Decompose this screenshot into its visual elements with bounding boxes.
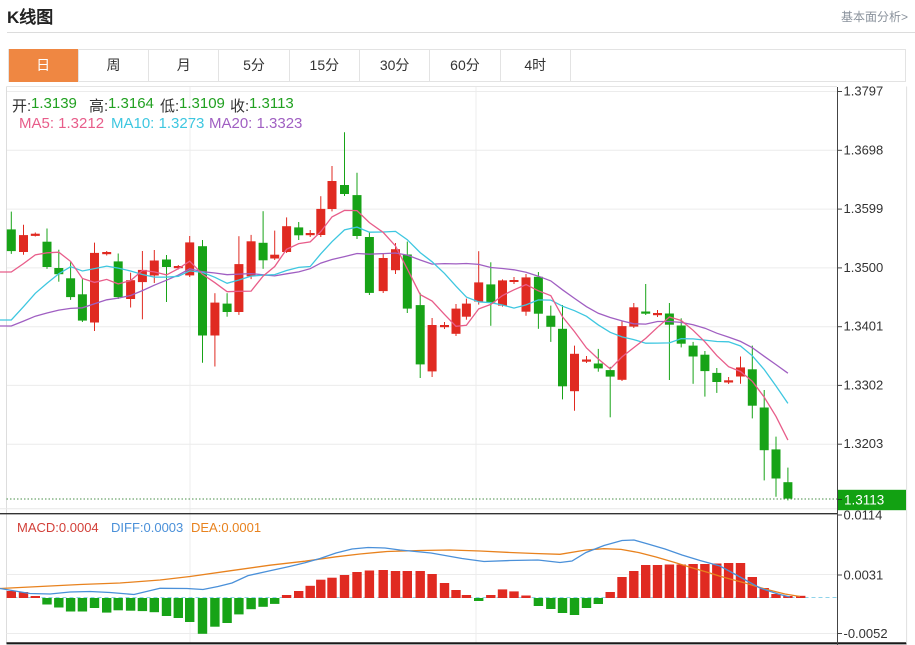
svg-text:1.3203: 1.3203 [844,436,884,451]
svg-text:1.3698: 1.3698 [844,142,884,157]
svg-text:1.3797: 1.3797 [844,86,884,99]
svg-text:1.3500: 1.3500 [844,260,884,275]
svg-text:1.3113: 1.3113 [844,492,884,507]
svg-text:1.3302: 1.3302 [844,377,884,392]
svg-text:0.0031: 0.0031 [844,568,884,583]
svg-text:-0.0052: -0.0052 [844,626,888,641]
svg-text:0.0114: 0.0114 [844,508,883,523]
svg-text:1.3599: 1.3599 [844,201,884,216]
svg-text:1.3401: 1.3401 [844,319,884,334]
